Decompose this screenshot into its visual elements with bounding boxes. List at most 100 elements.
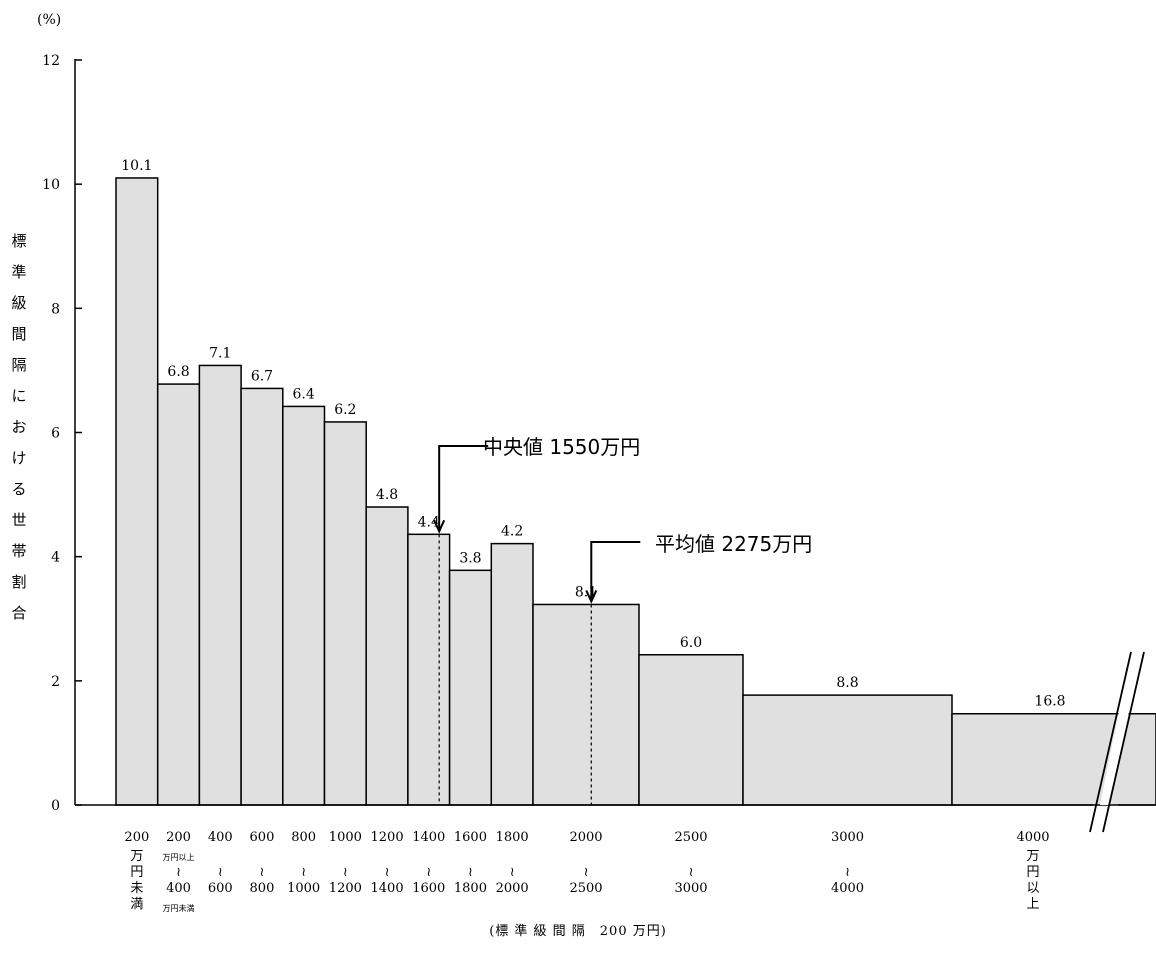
y-axis-title-char: 割: [11, 573, 26, 591]
x-category-label: 2500: [569, 881, 602, 896]
bar-value-label: 16.8: [1034, 694, 1065, 710]
x-category-label: 400: [208, 830, 233, 845]
x-category-label: 1800: [496, 830, 529, 845]
x-category-label: ≀: [218, 865, 223, 880]
y-axis-title-char: 隔: [11, 356, 26, 374]
x-category-label: 1600: [412, 881, 445, 896]
annotation-leader: [590, 541, 641, 601]
x-category-labels: 200万円未満200万円以上≀400万円未満400≀600600≀800800≀…: [124, 830, 1049, 913]
bar-value-label: 4.4: [418, 514, 440, 530]
annotation-label: 中央値 1550万円: [483, 435, 640, 459]
bar-value-label: 6.4: [293, 386, 315, 402]
bar: [490, 542, 534, 806]
x-category-label: ≀: [385, 865, 390, 880]
x-category-label: 3000: [674, 881, 707, 896]
y-axis-title-char: け: [11, 449, 26, 467]
x-category-label: ≀: [260, 865, 265, 880]
x-category-label: 1800: [454, 881, 487, 896]
bar-value-label: 6.7: [251, 368, 273, 384]
bar: [638, 654, 744, 806]
y-tick-label: 4: [51, 550, 60, 566]
x-category-label: 1200: [329, 881, 362, 896]
x-category-label: 以: [1026, 881, 1039, 896]
bar-value-label: 10.1: [121, 158, 152, 174]
x-category-label: 400: [166, 881, 191, 896]
axis-break-mark: [1089, 651, 1132, 833]
x-category-label: 4000: [831, 881, 864, 896]
bar-value-label: 6.2: [334, 402, 356, 418]
x-category-label: 未: [130, 881, 143, 896]
x-category-label: 1600: [454, 830, 487, 845]
annotation-arrowhead: [433, 519, 446, 534]
bar: [448, 569, 493, 806]
y-axis-title-char: に: [11, 387, 26, 405]
x-category-label: ≀: [510, 865, 515, 880]
bar-value-label: 4.8: [376, 487, 398, 503]
x-axis-title: (標 準 級 間 隔 200 万円): [489, 923, 667, 939]
x-category-label: 万: [130, 849, 143, 864]
bar: [198, 364, 242, 806]
x-category-label: 600: [250, 830, 275, 845]
x-category-label: 2500: [674, 830, 707, 845]
y-axis-title-char: 準: [11, 263, 26, 281]
bar-value-label: 6.0: [680, 635, 702, 651]
x-category-label: ≀: [845, 865, 850, 880]
x-category-label: 満: [130, 897, 143, 912]
bar-value-label: 6.8: [167, 364, 189, 380]
x-category-label: ≀: [584, 865, 589, 880]
x-category-label: 600: [208, 881, 233, 896]
annotation-arrowhead: [585, 590, 598, 604]
y-tick-label: 0: [51, 798, 60, 814]
x-category-label: ≀: [176, 865, 181, 880]
bar: [407, 533, 451, 806]
y-tick-label: 6: [51, 426, 60, 442]
bar-value-label: 7.1: [209, 345, 231, 361]
y-tick-label: 10: [42, 177, 60, 193]
y-axis-title-char: る: [11, 480, 26, 498]
bar: [323, 421, 367, 806]
x-category-label: 1200: [371, 830, 404, 845]
y-axis-title-char: お: [11, 418, 26, 436]
x-category-label: 万円以上: [163, 853, 195, 862]
y-tick-label: 12: [42, 53, 60, 69]
x-category-label: 200: [166, 830, 191, 845]
annotation-label: 平均値 2275万円: [655, 532, 812, 556]
bar: [742, 694, 953, 806]
x-category-label: 2000: [496, 881, 529, 896]
bar: [240, 387, 284, 806]
bar-value-label: 8.8: [836, 675, 858, 691]
y-tick-label: 8: [51, 301, 60, 317]
x-category-label: ≀: [468, 865, 473, 880]
bar-value-label: 3.8: [459, 550, 481, 566]
x-category-label: ≀: [426, 865, 431, 880]
x-category-label: ≀: [343, 865, 348, 880]
y-axis-title-char: 間: [11, 325, 26, 343]
y-axis-title-char: 帯: [11, 542, 26, 560]
bar: [365, 506, 409, 806]
x-category-label: 円: [130, 865, 143, 880]
x-category-label: 1000: [329, 830, 362, 845]
x-category-label: 3000: [831, 830, 864, 845]
y-axis-title-char: 世: [11, 511, 26, 529]
x-category-label: 1400: [412, 830, 445, 845]
y-axis-title-char: 級: [11, 294, 26, 312]
x-category-label: ≀: [689, 865, 694, 880]
x-category-label: 円: [1026, 865, 1039, 880]
bar-value-label: 4.2: [501, 524, 523, 540]
y-axis-title-char: 標: [11, 232, 26, 250]
x-category-label: ≀: [301, 865, 306, 880]
x-category-label: 800: [250, 881, 275, 896]
annotation-leader: [438, 445, 489, 531]
x-category-label: 万円未満: [163, 903, 195, 913]
x-category-label: 万: [1026, 849, 1039, 864]
y-axis-title-char: 合: [11, 604, 26, 622]
bar: [532, 603, 640, 806]
y-unit-label: (%): [37, 12, 61, 28]
x-category-label: 1400: [371, 881, 404, 896]
axis-break-mark: [1102, 651, 1145, 833]
x-category-label: 2000: [569, 830, 602, 845]
x-category-label: 200: [124, 830, 149, 845]
